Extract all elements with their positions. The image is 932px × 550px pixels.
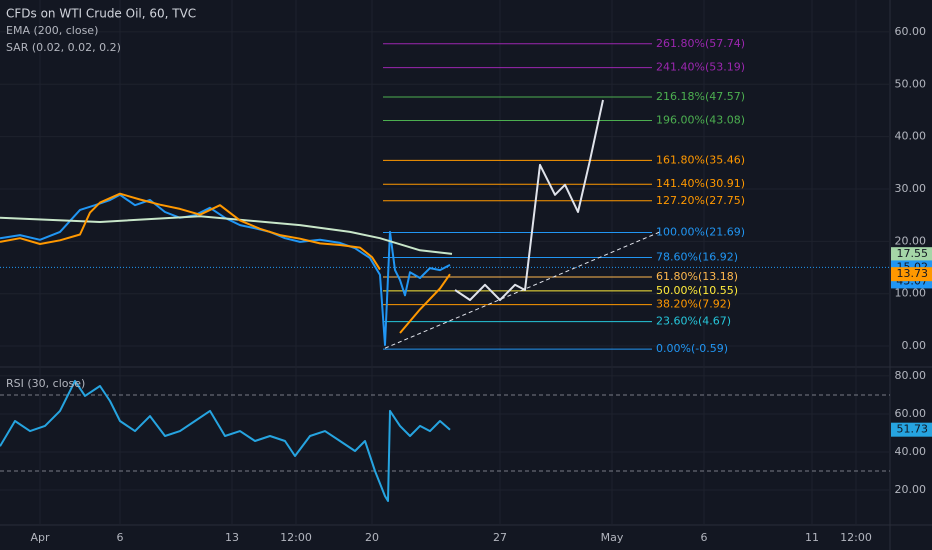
price-tag [891, 422, 932, 437]
fib-label: 23.60%(4.67) [656, 315, 731, 328]
fib-label: 61.80%(13.18) [656, 270, 738, 283]
legend-entry: EMA (200, close) [6, 24, 98, 37]
x-tick-label: 12:00 [840, 531, 872, 544]
legend-entry: SAR (0.02, 0.02, 0.2) [6, 41, 121, 54]
y-tick-label: 60.00 [895, 25, 927, 38]
x-tick-label: 11 [805, 531, 819, 544]
fib-label: 241.40%(53.19) [656, 61, 745, 74]
fib-label: 141.40%(30.91) [656, 177, 745, 190]
fib-label: 127.20%(27.75) [656, 194, 745, 207]
series-line [454, 99, 604, 301]
fib-label: 38.20%(7.92) [656, 298, 731, 311]
y-tick-label: 10.00 [895, 287, 927, 300]
price-tag [891, 267, 932, 282]
y-tick-label: 40.00 [895, 445, 927, 458]
fib-label: 261.80%(57.74) [656, 37, 745, 50]
x-tick-label: 27 [493, 531, 507, 544]
fib-label: 50.00%(10.55) [656, 284, 738, 297]
series-line [0, 192, 451, 334]
fib-label: 196.00%(43.08) [656, 114, 745, 127]
price-tag [891, 247, 932, 262]
y-tick-label: 50.00 [895, 77, 927, 90]
rsi-title: RSI (30, close) [6, 377, 85, 390]
price-tag-label: 13.73 [897, 267, 929, 280]
fib-label: 78.60%(16.92) [656, 250, 738, 263]
y-tick-label: 80.00 [895, 369, 927, 382]
x-tick-label: 6 [701, 531, 708, 544]
x-tick-label: 13 [225, 531, 239, 544]
fib-label: 216.18%(47.57) [656, 90, 745, 103]
labels: CFDs on WTI Crude Oil, 60, TVC EMA (200,… [6, 7, 932, 544]
fib-label: 161.80%(35.46) [656, 153, 745, 166]
x-tick-label: Apr [30, 531, 50, 544]
fib-label: 100.00%(21.69) [656, 226, 745, 239]
x-tick-label: May [601, 531, 624, 544]
fib-label: 0.00%(-0.59) [656, 342, 728, 355]
series-line [0, 379, 451, 502]
price-tag-label: 17.55 [897, 247, 929, 260]
x-tick-label: 6 [117, 531, 124, 544]
chart-title: CFDs on WTI Crude Oil, 60, TVC [6, 7, 196, 21]
grid [0, 0, 890, 525]
y-tick-label: 0.00 [902, 339, 927, 352]
series-line [0, 215, 453, 255]
x-tick-label: 20 [365, 531, 379, 544]
y-tick-label: 20.00 [895, 234, 927, 247]
trend-line [384, 231, 661, 349]
y-tick-label: 60.00 [895, 407, 927, 420]
x-tick-label: 12:00 [280, 531, 312, 544]
y-tick-label: 30.00 [895, 182, 927, 195]
price-tag-label: 51.73 [897, 423, 929, 436]
y-tick-label: 40.00 [895, 130, 927, 143]
y-tick-label: 20.00 [895, 483, 927, 496]
marks [0, 43, 890, 502]
